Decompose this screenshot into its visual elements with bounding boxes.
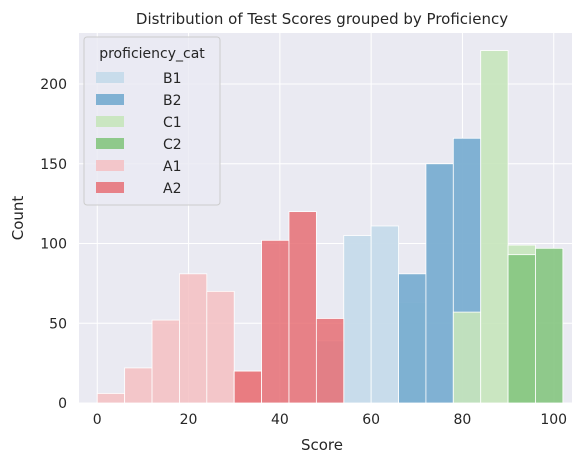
legend-label-c2: C2: [163, 137, 182, 153]
legend-swatch-b1: [96, 72, 124, 83]
y-axis-label: Count: [9, 196, 27, 241]
bar-b1: [370, 225, 399, 404]
bar-b2: [398, 273, 427, 404]
x-tick-label: 20: [180, 412, 198, 428]
bar-b1: [343, 235, 372, 404]
chart-title: Distribution of Test Scores grouped by P…: [136, 10, 508, 28]
legend-label-c1: C1: [163, 115, 182, 131]
legend-swatch-a1: [96, 160, 124, 171]
legend-swatch-a2: [96, 182, 124, 193]
bar-a2: [315, 318, 345, 404]
bar-b2: [425, 163, 454, 404]
y-tick-label: 100: [40, 237, 67, 253]
y-tick-label: 200: [40, 77, 67, 93]
bar-a1: [124, 367, 153, 404]
histogram-bars: [96, 50, 564, 404]
bar-a1: [206, 290, 235, 404]
bar-a2: [233, 370, 262, 404]
y-tick-label: 150: [40, 157, 67, 173]
bar-a2: [288, 211, 317, 404]
y-tick-label: 0: [58, 396, 67, 412]
legend-swatch-c2: [96, 138, 124, 149]
bar-a1: [96, 393, 126, 404]
x-axis-ticks: 0 20 40 60 80 100: [93, 412, 567, 428]
x-axis-label: Score: [301, 436, 343, 454]
legend-title: proficiency_cat: [99, 46, 205, 62]
bar-a2: [261, 239, 290, 404]
y-tick-label: 50: [49, 316, 67, 332]
legend: proficiency_cat B1 B2 C1 C2 A1 A2: [83, 36, 221, 206]
x-tick-label: 40: [271, 412, 289, 428]
legend-swatch-c1: [96, 116, 124, 127]
bar-c1: [452, 311, 482, 404]
x-tick-label: 100: [540, 412, 567, 428]
legend-label-b1: B1: [163, 71, 182, 87]
x-tick-label: 80: [454, 412, 472, 428]
x-tick-label: 0: [93, 412, 102, 428]
legend-label-a1: A1: [163, 159, 181, 175]
legend-swatch-b2: [96, 94, 124, 105]
bar-c1: [480, 50, 509, 404]
bar-c2: [535, 247, 564, 404]
bar-a1: [151, 319, 180, 404]
x-tick-label: 60: [362, 412, 380, 428]
bar-a1: [179, 273, 208, 404]
legend-label-b2: B2: [163, 93, 182, 109]
bar-c2: [507, 254, 536, 404]
y-axis-ticks: 0 50 100 150 200: [40, 77, 67, 412]
legend-label-a2: A2: [163, 181, 181, 197]
